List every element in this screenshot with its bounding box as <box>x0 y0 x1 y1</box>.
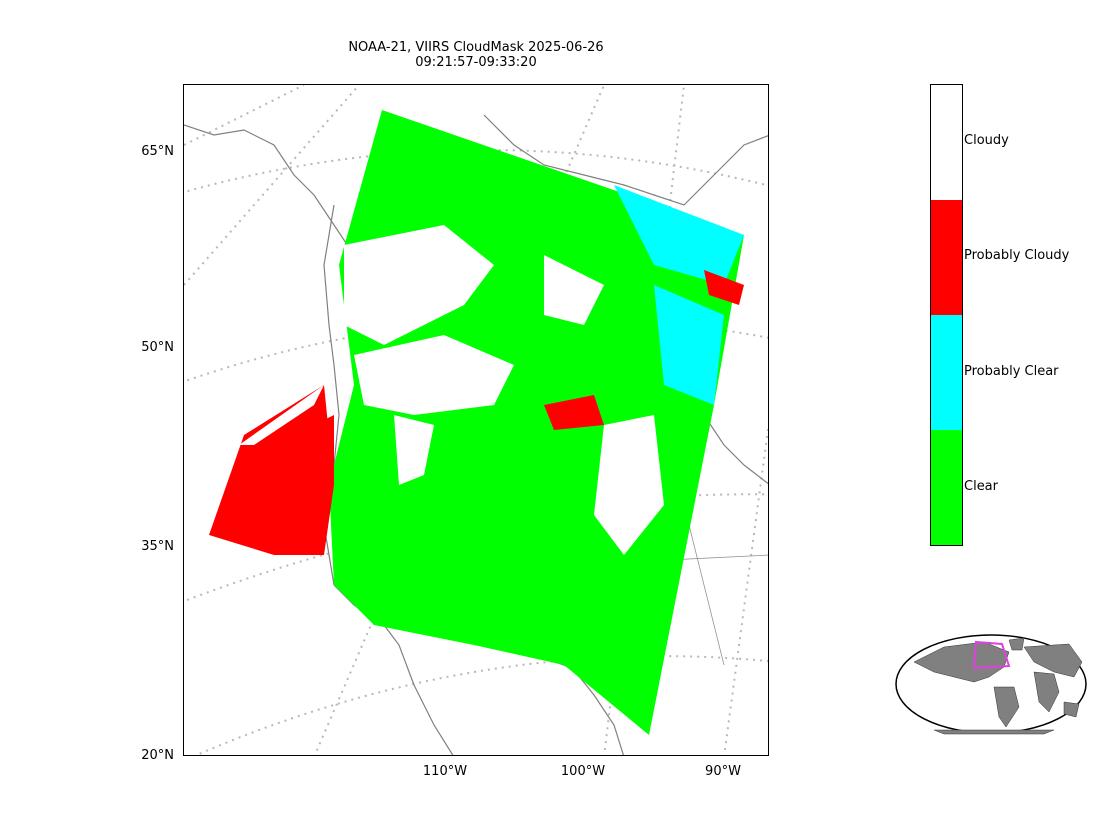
coastline-hudson <box>483 114 768 206</box>
swath-cloudy-4 <box>594 415 664 555</box>
swath-cloudy-offshore <box>209 385 334 555</box>
colorbar-label-probably-cloudy: Probably Cloudy <box>964 248 1070 263</box>
lon-label-110w: 110°W <box>422 764 468 779</box>
swath-cloudy-1 <box>344 225 494 345</box>
coastline-alaska <box>184 124 355 256</box>
lat-label-35: 35°N <box>141 539 174 554</box>
inset-europe-asia <box>1023 643 1083 678</box>
inset-swath-outline <box>972 640 1011 670</box>
lat-label-20: 20°N <box>141 748 174 763</box>
graticule-parallel-20 <box>194 655 768 755</box>
inset-north-america <box>913 641 1010 683</box>
swath-probably-clear-1 <box>614 185 744 285</box>
swath-cloudy-3 <box>354 335 514 415</box>
graticule-meridian-5 <box>184 85 305 146</box>
swath-probably-cloudy-2 <box>704 270 744 305</box>
figure-title-line-1: NOAA-21, VIIRS CloudMask 2025-06-26 <box>348 40 604 55</box>
lon-label-100w: 100°W <box>560 764 606 779</box>
inset-africa <box>1033 671 1060 713</box>
inset-australia <box>1063 701 1080 718</box>
inset-continents <box>913 637 1083 735</box>
global-locator-inset <box>894 632 1088 736</box>
swath-probably-cloudy-1 <box>544 395 604 430</box>
lat-label-65: 65°N <box>141 144 174 159</box>
inset-svg <box>895 634 1087 735</box>
graticule-parallel-50 <box>184 316 768 383</box>
figure-title-line-2: 09:21:57-09:33:20 <box>415 55 537 70</box>
graticule-parallel-35 <box>184 493 768 603</box>
cloudmask-swath <box>209 110 744 735</box>
colorbar-segment-probably-cloudy <box>931 200 962 315</box>
swath-probably-cloudy-3 <box>314 415 334 495</box>
swath-cloudy-5 <box>394 415 434 485</box>
colorbar-label-cloudy: Cloudy <box>964 133 1009 148</box>
inset-greenland <box>1008 637 1025 651</box>
inset-south-america <box>993 686 1020 728</box>
colorbar <box>930 84 963 546</box>
lat-label-50: 50°N <box>141 340 174 355</box>
colorbar-segment-probably-clear <box>931 315 962 430</box>
map-svg <box>184 85 768 755</box>
inset-antarctica <box>933 729 1055 735</box>
lon-label-90w: 90°W <box>705 764 741 779</box>
swath-cloudy-2 <box>544 255 604 325</box>
colorbar-label-probably-clear: Probably Clear <box>964 364 1059 379</box>
colorbar-segment-clear <box>931 430 962 545</box>
coastline-pacific <box>323 204 454 755</box>
swath-probably-clear-2 <box>654 285 724 405</box>
graticule-meridian-1 <box>184 85 360 286</box>
colorbar-segment-cloudy <box>931 85 962 200</box>
graticule-meridian-4 <box>723 422 768 755</box>
swath-cloudy-offshore-fringe <box>239 385 324 445</box>
map-panel <box>183 84 769 756</box>
colorbar-label-clear: Clear <box>964 479 998 494</box>
coastline-east <box>703 414 768 485</box>
